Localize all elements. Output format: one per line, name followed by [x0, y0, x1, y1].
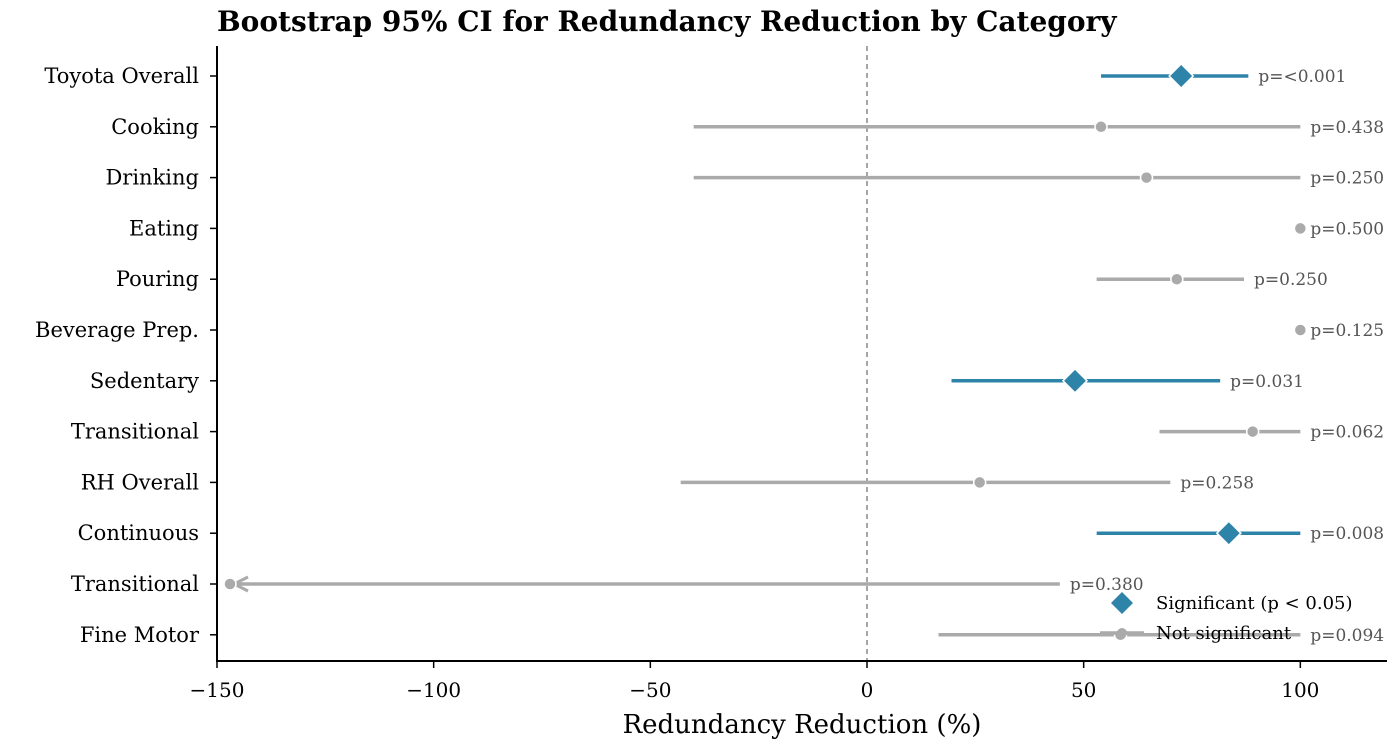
- row-9: Continuous p=0.008: [78, 520, 1384, 547]
- y-tick-label: Transitional: [71, 420, 199, 444]
- p-value-label: p=0.500: [1310, 219, 1384, 239]
- estimate-point: [1293, 323, 1308, 337]
- x-tick-label: 0: [861, 678, 874, 702]
- chart-title: Bootstrap 95% CI for Redundancy Reductio…: [217, 5, 1117, 38]
- row-3: Eating p=0.500: [129, 216, 1384, 240]
- p-value-label: p=<0.001: [1258, 67, 1346, 87]
- row-5: Beverage Prep. p=0.125: [35, 318, 1384, 342]
- p-value-label: p=0.062: [1310, 423, 1384, 443]
- legend-circle-icon: [1117, 628, 1127, 638]
- estimate-point: [1245, 424, 1260, 439]
- y-tick-label: Continuous: [78, 521, 199, 545]
- x-tick-label: −50: [629, 678, 671, 702]
- legend-diamond-icon: [1111, 592, 1133, 614]
- p-value-label: p=0.031: [1230, 372, 1304, 392]
- p-value-label: p=0.125: [1310, 321, 1384, 341]
- estimate-point: [1094, 120, 1108, 134]
- estimate-point: [1293, 221, 1308, 236]
- row-2: Drinking p=0.250: [105, 166, 1384, 190]
- estimate-point: [223, 577, 237, 591]
- row-4: Pouring p=0.250: [116, 267, 1328, 291]
- y-tick-label: Sedentary: [90, 369, 199, 393]
- y-tick-label: Eating: [129, 216, 199, 240]
- p-value-label: p=0.380: [1070, 575, 1144, 595]
- row-10: Transitional p=0.380: [71, 572, 1144, 596]
- estimate-point: [1139, 170, 1154, 185]
- y-tick-label: Beverage Prep.: [35, 318, 199, 342]
- p-value-label: p=0.094: [1310, 626, 1384, 646]
- p-value-label: p=0.258: [1180, 473, 1254, 493]
- legend-label: Not significant: [1156, 623, 1292, 644]
- legend-entry-1: Not significant: [1100, 623, 1292, 644]
- y-tick-label: Drinking: [105, 166, 199, 190]
- estimate-diamond: [1168, 62, 1195, 90]
- estimate-point: [1170, 272, 1184, 286]
- x-tick-label: 50: [1071, 678, 1096, 702]
- legend-entry-0: Significant (p < 0.05): [1111, 592, 1353, 614]
- y-tick-label: Fine Motor: [80, 623, 200, 647]
- estimate-point: [972, 475, 987, 490]
- row-0: Toyota Overall p=<0.001: [44, 62, 1346, 90]
- x-tick-label: −150: [190, 678, 245, 702]
- row-7: Transitional p=0.062: [71, 420, 1384, 444]
- p-value-label: p=0.250: [1310, 169, 1384, 189]
- y-tick-label: RH Overall: [81, 470, 200, 494]
- row-6: Sedentary p=0.031: [90, 367, 1304, 394]
- p-value-label: p=0.250: [1254, 270, 1328, 290]
- y-tick-label: Toyota Overall: [44, 64, 199, 88]
- y-tick-label: Transitional: [71, 572, 199, 596]
- estimate-diamond: [1215, 520, 1242, 547]
- estimate-diamond: [1061, 367, 1089, 394]
- row-8: RH Overall p=0.258: [81, 470, 1254, 494]
- row-1: Cooking p=0.438: [111, 115, 1384, 139]
- p-value-label: p=0.008: [1310, 524, 1384, 544]
- x-axis-label: Redundancy Reduction (%): [623, 710, 982, 740]
- y-tick-label: Cooking: [111, 115, 199, 139]
- legend-label: Significant (p < 0.05): [1156, 593, 1353, 614]
- x-tick-label: 100: [1281, 678, 1319, 702]
- x-tick-label: −100: [406, 678, 461, 702]
- y-tick-label: Pouring: [116, 267, 199, 291]
- p-value-label: p=0.438: [1310, 118, 1384, 138]
